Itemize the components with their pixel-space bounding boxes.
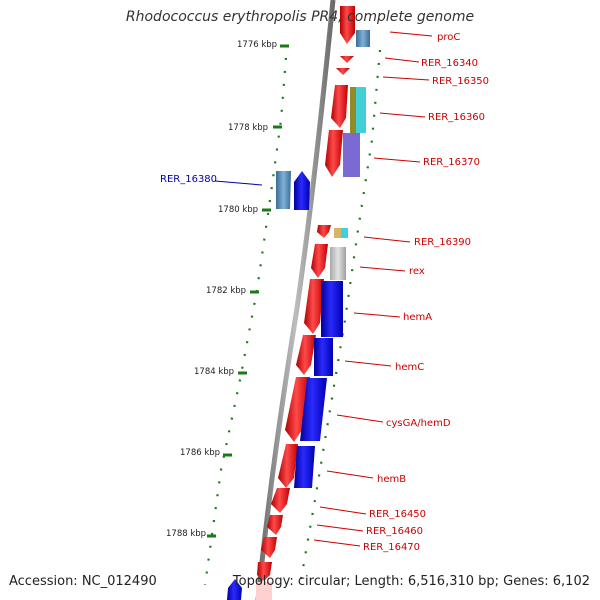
gene-rer-16460: [267, 515, 283, 535]
gene-rer-16390: [317, 225, 331, 238]
reverse-genes: [294, 30, 370, 488]
gene-hema-blue: [321, 281, 343, 337]
gene-rer-16350: [336, 68, 350, 75]
gene-label-rer-16390[interactable]: RER_16390: [414, 237, 471, 248]
gene-label-rer-16470[interactable]: RER_16470: [363, 542, 420, 553]
gene-label-rer-16340[interactable]: RER_16340: [421, 58, 478, 69]
gene-hemc: [296, 335, 316, 375]
gene-rer-16450: [271, 488, 290, 513]
topology-label: Topology: circular; Length: 6,516,310 bp…: [232, 574, 590, 589]
gene-rer-16370-purple: [343, 133, 360, 177]
gene-label-rer-16360[interactable]: RER_16360: [428, 112, 485, 123]
gene-rer-16360: [331, 85, 348, 128]
forward-genes: [256, 6, 355, 600]
gene-label-hema[interactable]: hemA: [403, 312, 432, 323]
label-leader-lines: [313, 31, 433, 547]
gene-cysga-hemd-blue: [300, 378, 327, 441]
gene-label-proc[interactable]: proC: [437, 32, 460, 43]
gene-proc-blue: [356, 30, 370, 47]
tick-label-1778: 1778 kbp: [228, 123, 268, 133]
gene-label-rer-16370[interactable]: RER_16370: [423, 157, 480, 168]
tick-label-1786: 1786 kbp: [180, 448, 220, 458]
gene-rer-16470: [261, 537, 277, 558]
gene-rer-16370: [325, 130, 343, 177]
gene-proc: [340, 6, 355, 44]
gene-rex-grey: [330, 247, 346, 280]
gene-rer-16390-tan: [334, 228, 341, 238]
tick-label-1780: 1780 kbp: [218, 205, 258, 215]
kbp-tick-marks: [207, 44, 289, 538]
gene-label-hemb[interactable]: hemB: [377, 474, 406, 485]
tick-label-1776: 1776 kbp: [237, 40, 277, 50]
gene-rer-16340: [340, 56, 354, 63]
gene-rer-16360-cyan: [356, 87, 366, 133]
tick-label-1788: 1788 kbp: [166, 529, 206, 539]
tick-label-1784: 1784 kbp: [194, 367, 234, 377]
gene-label-cysga-hemd[interactable]: cysGA/hemD: [386, 418, 451, 429]
gene-bottom-pink: [256, 582, 272, 600]
gene-label-rer-16380[interactable]: RER_16380: [160, 174, 217, 185]
label-leader-rer-16380: [214, 180, 263, 186]
genome-backbone: [255, 0, 336, 600]
gene-label-rer-16450[interactable]: RER_16450: [369, 509, 426, 520]
accession-label: Accession: NC_012490: [9, 574, 157, 589]
scale-dotted-arc: [203, 44, 289, 586]
gene-label-rer-16460[interactable]: RER_16460: [366, 526, 423, 537]
gene-hemb-blue: [294, 446, 315, 488]
gene-rer-16360-olive: [350, 87, 356, 133]
gene-hemc-blue: [314, 338, 333, 376]
gene-label-rex[interactable]: rex: [409, 266, 425, 277]
gene-label-hemc[interactable]: hemC: [395, 362, 424, 373]
gene-hema: [304, 279, 324, 334]
gene-bottom-forward: [257, 562, 272, 581]
gene-rer-16390-cyan: [341, 228, 348, 238]
gene-hemb: [278, 444, 298, 488]
tick-label-1782: 1782 kbp: [206, 286, 246, 296]
gene-rex: [311, 244, 328, 278]
gene-rer-16380: [276, 171, 310, 210]
gene-cysga-hemd: [285, 377, 310, 442]
gene-bottom-blue: [227, 579, 242, 600]
genome-title: Rhodococcus erythropolis PR4, complete g…: [125, 9, 475, 25]
gene-label-rer-16350[interactable]: RER_16350: [432, 76, 489, 87]
